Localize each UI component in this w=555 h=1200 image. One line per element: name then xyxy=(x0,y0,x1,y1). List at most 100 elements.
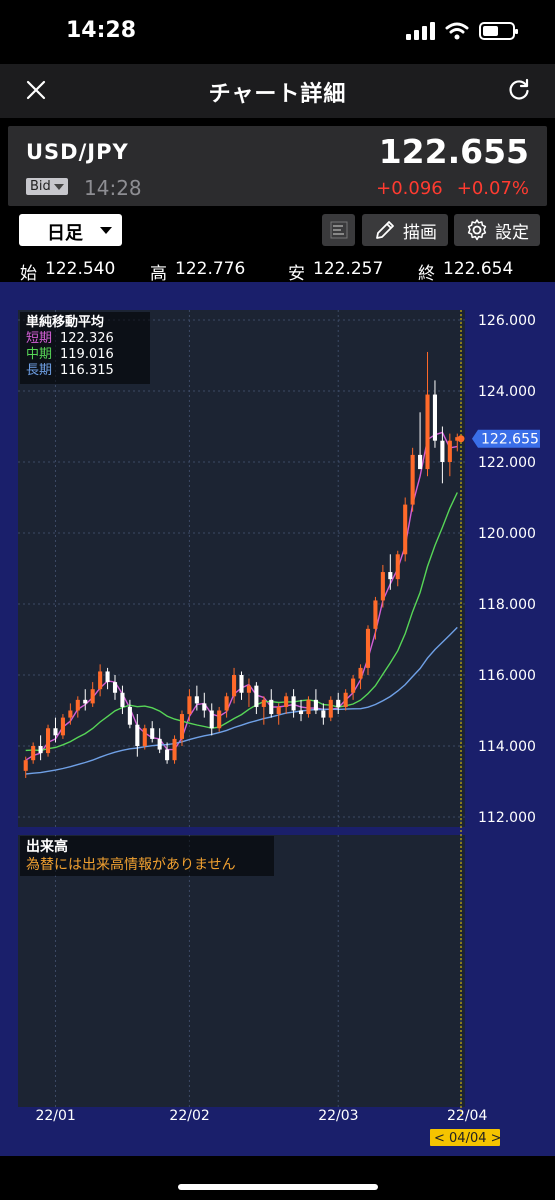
bid-ask-selector[interactable]: Bid xyxy=(26,178,68,195)
sma-mid-label: 中期 xyxy=(26,347,53,362)
candle-body xyxy=(31,746,36,761)
settings-button[interactable]: 設定 xyxy=(454,214,540,246)
current-price: 122.655 xyxy=(378,132,529,171)
candle-body xyxy=(98,671,103,690)
period-label: 日足 xyxy=(47,223,83,244)
candle-body xyxy=(261,699,266,707)
candle-body xyxy=(68,710,73,718)
sma-short-value: 122.326 xyxy=(60,331,114,346)
candle-body xyxy=(90,689,95,704)
candle-body xyxy=(150,728,155,739)
x-tick-label: 22/04 xyxy=(447,1108,487,1124)
y-tick-label: 120.000 xyxy=(478,526,536,542)
candle-body xyxy=(306,699,311,715)
candle-body xyxy=(298,710,304,715)
candle-body xyxy=(388,572,393,580)
y-tick-label: 118.000 xyxy=(478,597,536,613)
sma-long-line xyxy=(25,626,458,775)
x-tick-label: 22/01 xyxy=(35,1108,75,1124)
candle-body xyxy=(440,440,445,462)
candle-body xyxy=(313,699,318,711)
chart-toolbar: 日足 描画 設定 xyxy=(0,210,555,254)
candle-body xyxy=(336,699,341,707)
bid-label: Bid xyxy=(30,179,51,194)
ohlc-row: 始 122.540 高 122.776 安 122.257 終 122.654 xyxy=(0,256,555,284)
candle-body xyxy=(395,554,400,580)
candle-body xyxy=(284,696,289,707)
candle-body xyxy=(157,738,162,750)
candle-body xyxy=(60,717,65,736)
wifi-icon xyxy=(445,22,469,40)
candle-body xyxy=(380,572,385,601)
price-chart[interactable]: 126.000 124.000 122.000 120.000 118.000 116.0… xyxy=(0,282,555,1156)
volume-panel-bg xyxy=(18,835,465,1107)
battery-icon xyxy=(479,22,518,40)
close-icon[interactable] xyxy=(22,76,50,104)
caret-down-icon xyxy=(100,227,112,234)
price-change: +0.096 +0.07% xyxy=(376,178,529,199)
close-label: 終 xyxy=(418,264,435,284)
candle-body xyxy=(276,706,281,715)
chart-area[interactable]: 126.000 124.000 122.000 120.000 118.000 116.0… xyxy=(0,282,555,1156)
volume-legend: 出来高 為替には出来高情報がありません xyxy=(20,836,274,876)
candle-body xyxy=(202,703,207,711)
candle-body xyxy=(455,437,460,441)
candle-body xyxy=(120,692,125,707)
date-cursor-bg xyxy=(430,1129,500,1146)
status-time: 14:28 xyxy=(66,18,137,43)
pencil-icon xyxy=(376,221,394,239)
candle-body xyxy=(165,749,170,761)
sma-long-label: 長期 xyxy=(26,363,53,378)
candle-body xyxy=(142,728,147,746)
y-tick-label: 126.000 xyxy=(478,313,536,329)
open-label: 始 xyxy=(20,264,37,284)
candle-body xyxy=(217,710,222,729)
low-label: 安 xyxy=(288,264,305,284)
currency-pair: USD/JPY xyxy=(26,140,129,164)
candle-body xyxy=(269,699,274,715)
candle-body xyxy=(432,394,438,441)
candle-body xyxy=(425,394,430,470)
y-tick-label: 116.000 xyxy=(478,668,536,684)
sma-mid-value: 119.016 xyxy=(60,347,114,362)
price-tag-bg xyxy=(472,429,540,448)
period-selector[interactable]: 日足 xyxy=(19,214,122,246)
volume-no-data-message: 為替には出来高情報がありません xyxy=(26,857,236,873)
candle-body xyxy=(410,454,415,505)
x-tick-label: 22/03 xyxy=(318,1108,358,1124)
home-indicator-bar xyxy=(0,1156,555,1200)
sma-short-label: 短期 xyxy=(26,331,53,346)
candle-body xyxy=(373,600,378,629)
open-value: 122.540 xyxy=(45,259,116,279)
x-tick-label: 22/02 xyxy=(169,1108,209,1124)
high-label: 高 xyxy=(150,264,167,284)
indicator-list-button[interactable] xyxy=(322,214,355,246)
current-price-tag: 122.655 xyxy=(481,432,539,448)
candle-body xyxy=(358,667,363,679)
candle-body xyxy=(291,696,296,711)
sma-mid-line xyxy=(25,492,458,752)
candle-body xyxy=(83,699,88,704)
sma-legend-long: 長期 116.315 xyxy=(26,363,144,379)
change-percent: +0.07% xyxy=(456,178,529,199)
change-value: +0.096 xyxy=(376,178,443,199)
draw-button[interactable]: 描画 xyxy=(362,214,448,246)
home-indicator[interactable] xyxy=(178,1184,378,1190)
sma-legend-title: 単純移動平均 xyxy=(26,315,105,330)
candle-body xyxy=(172,738,177,761)
quote-panel: USD/JPY 122.655 Bid 14:28 +0.096 +0.07% xyxy=(8,126,547,206)
candle-body xyxy=(328,699,333,718)
candle-body xyxy=(75,699,80,711)
date-cursor-label: < 04/04 > xyxy=(434,1131,502,1146)
candle-body xyxy=(254,685,259,707)
candle-body xyxy=(179,714,185,739)
gear-icon xyxy=(467,219,487,241)
candle-body xyxy=(351,678,356,693)
sma-legend: 単純移動平均 短期 122.326 中期 119.016 長期 116.315 xyxy=(20,312,150,384)
reload-icon[interactable] xyxy=(505,76,533,104)
y-tick-label: 124.000 xyxy=(478,384,536,400)
cellular-signal-icon xyxy=(406,22,435,40)
candle-body xyxy=(112,682,118,693)
candle-body xyxy=(135,724,140,746)
close-value: 122.654 xyxy=(443,259,514,279)
